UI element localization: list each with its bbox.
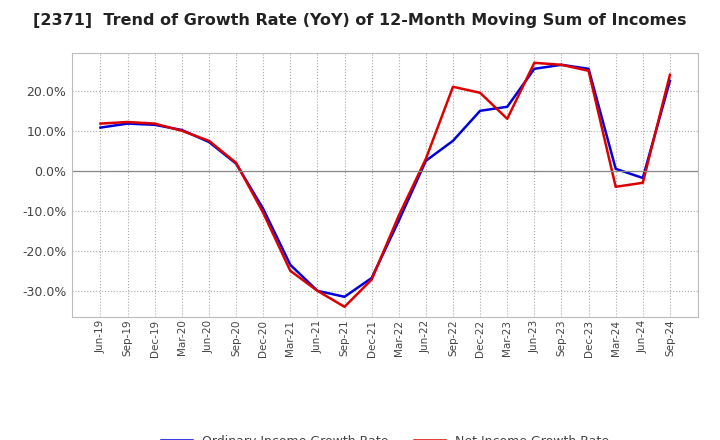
Ordinary Income Growth Rate — [96, 125, 105, 130]
Net Income Growth Rate — [96, 121, 105, 126]
Net Income Growth Rate — [449, 84, 457, 89]
Net Income Growth Rate — [178, 128, 186, 133]
Net Income Growth Rate — [639, 180, 647, 185]
Line: Net Income Growth Rate: Net Income Growth Rate — [101, 63, 670, 307]
Net Income Growth Rate — [584, 68, 593, 73]
Net Income Growth Rate — [557, 62, 566, 67]
Ordinary Income Growth Rate — [395, 218, 403, 224]
Ordinary Income Growth Rate — [584, 66, 593, 71]
Net Income Growth Rate — [286, 268, 294, 273]
Ordinary Income Growth Rate — [476, 108, 485, 114]
Legend: Ordinary Income Growth Rate, Net Income Growth Rate: Ordinary Income Growth Rate, Net Income … — [161, 435, 609, 440]
Ordinary Income Growth Rate — [611, 166, 620, 172]
Net Income Growth Rate — [530, 60, 539, 66]
Net Income Growth Rate — [123, 119, 132, 125]
Ordinary Income Growth Rate — [530, 66, 539, 71]
Net Income Growth Rate — [476, 90, 485, 95]
Ordinary Income Growth Rate — [232, 161, 240, 166]
Ordinary Income Growth Rate — [665, 78, 674, 84]
Net Income Growth Rate — [611, 184, 620, 190]
Ordinary Income Growth Rate — [557, 62, 566, 67]
Ordinary Income Growth Rate — [286, 262, 294, 268]
Ordinary Income Growth Rate — [178, 127, 186, 132]
Ordinary Income Growth Rate — [313, 288, 322, 293]
Ordinary Income Growth Rate — [204, 139, 213, 145]
Net Income Growth Rate — [367, 277, 376, 282]
Net Income Growth Rate — [313, 288, 322, 293]
Net Income Growth Rate — [421, 156, 430, 161]
Ordinary Income Growth Rate — [503, 104, 511, 110]
Ordinary Income Growth Rate — [367, 275, 376, 281]
Ordinary Income Growth Rate — [341, 294, 349, 300]
Text: [2371]  Trend of Growth Rate (YoY) of 12-Month Moving Sum of Incomes: [2371] Trend of Growth Rate (YoY) of 12-… — [33, 13, 687, 28]
Ordinary Income Growth Rate — [639, 176, 647, 181]
Net Income Growth Rate — [665, 72, 674, 77]
Ordinary Income Growth Rate — [259, 206, 268, 212]
Line: Ordinary Income Growth Rate: Ordinary Income Growth Rate — [101, 65, 670, 297]
Net Income Growth Rate — [395, 213, 403, 218]
Ordinary Income Growth Rate — [123, 121, 132, 126]
Net Income Growth Rate — [232, 160, 240, 165]
Ordinary Income Growth Rate — [421, 158, 430, 163]
Net Income Growth Rate — [259, 210, 268, 216]
Net Income Growth Rate — [150, 121, 159, 126]
Net Income Growth Rate — [503, 116, 511, 121]
Net Income Growth Rate — [204, 138, 213, 143]
Net Income Growth Rate — [341, 304, 349, 309]
Ordinary Income Growth Rate — [150, 122, 159, 128]
Ordinary Income Growth Rate — [449, 138, 457, 143]
